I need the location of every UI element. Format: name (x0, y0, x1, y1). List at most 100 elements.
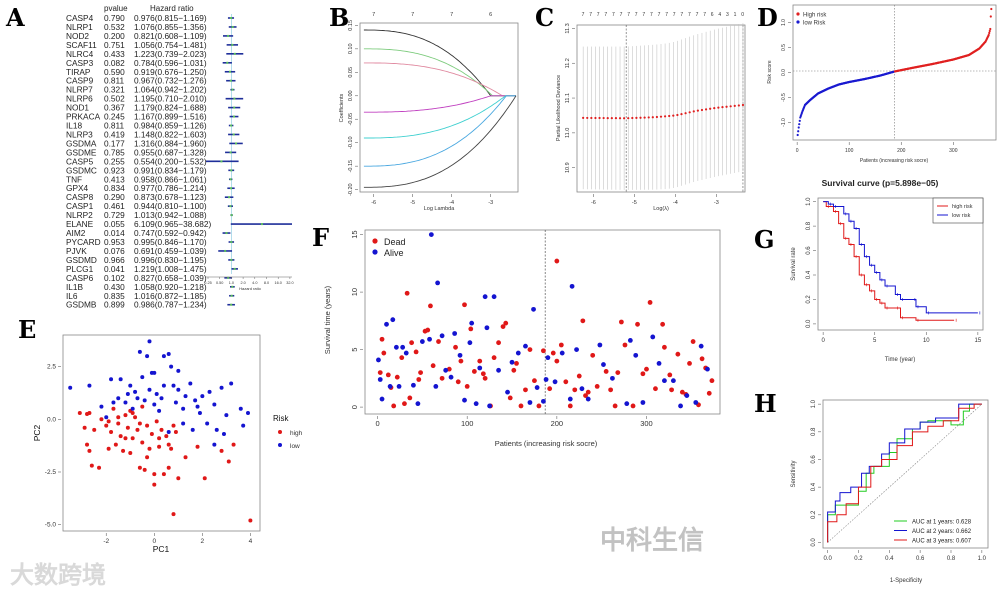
hazard-ratio-text: 1.058(0.920−1.218) (134, 282, 207, 292)
top-axis-label: 7 (627, 12, 630, 18)
pca-point (116, 396, 121, 401)
top-axis-label: 7 (703, 12, 706, 18)
p-value: 0.177 (104, 138, 125, 148)
p-value: 0.102 (104, 273, 125, 283)
x-tick-label: 2 (201, 538, 205, 545)
gene-name: CASP4 (66, 13, 94, 23)
pca-point (152, 472, 157, 477)
x-tick-label: -5 (410, 200, 415, 206)
x-tick-label: 1.0 (978, 556, 987, 562)
pca-point (125, 425, 130, 430)
pca-point (104, 423, 109, 428)
legend-marker (372, 249, 378, 255)
hazard-ratio-text: 0.995(0.846−1.170) (134, 237, 207, 247)
survival-point (453, 344, 458, 350)
x-tick-label: 4 (249, 538, 253, 545)
pca-point (161, 383, 166, 388)
p-value: 0.321 (104, 85, 125, 95)
survival-point (400, 344, 406, 350)
survival-point (377, 377, 383, 382)
gene-name: GSDMA (66, 138, 97, 148)
risk-point (798, 119, 801, 122)
survival-point (439, 333, 445, 339)
survival-point (523, 343, 528, 349)
pca-point (157, 444, 162, 449)
deviance-point (717, 106, 720, 109)
survival-point (462, 397, 467, 403)
p-value: 0.590 (104, 67, 125, 77)
x-tick-label: 0 (375, 419, 379, 428)
survival-point (612, 403, 618, 409)
pca-point (202, 476, 207, 481)
deviance-point (610, 117, 613, 120)
survival-point (514, 361, 519, 366)
plot-frame (359, 22, 519, 193)
y-tick-label: 0.6 (806, 246, 812, 255)
survival-point (428, 303, 433, 309)
p-value: 0.433 (104, 49, 125, 59)
pca-point (128, 383, 133, 388)
top-axis-label: 7 (589, 12, 592, 18)
pca-point (68, 385, 73, 390)
survival-point (385, 372, 391, 378)
coefficient-path (363, 95, 516, 139)
survival-point (435, 280, 441, 286)
pca-point (87, 383, 92, 388)
survival-point (690, 339, 696, 344)
deviance-point (737, 104, 740, 107)
survival-point (409, 340, 415, 346)
p-value: 0.076 (104, 246, 125, 256)
deviance-point (647, 116, 650, 119)
survival-point (376, 357, 381, 363)
p-value: 0.923 (104, 165, 125, 175)
deviance-point (623, 117, 626, 120)
survival-point (428, 232, 434, 238)
p-value: 0.751 (104, 40, 125, 50)
survival-point (576, 373, 582, 379)
gene-name: NLRC4 (66, 49, 94, 59)
survival-point (669, 387, 674, 393)
x-tick-label: 32.0 (286, 281, 293, 285)
survival-point (627, 338, 633, 343)
survival-point (500, 324, 506, 329)
legend-label: high risk (952, 204, 973, 210)
hr-point (260, 223, 263, 226)
y-axis-label: PC2 (32, 424, 42, 441)
pca-point (166, 429, 171, 434)
survival-point (433, 384, 439, 389)
y-tick-label: 0.6 (811, 455, 817, 464)
legend-box (932, 197, 984, 224)
survival-point (394, 374, 400, 380)
survival-point (709, 378, 715, 384)
gene-name: IL18 (66, 121, 83, 131)
pca-point (118, 434, 123, 439)
gene-name: NOD1 (66, 103, 89, 113)
hazard-ratio-text: 1.223(0.739−2.023) (134, 49, 207, 59)
hazard-ratio-text: 0.554(0.200−1.532) (134, 156, 207, 166)
hazard-ratio-text: 0.984(0.859−1.126) (134, 121, 207, 131)
top-axis-label: 7 (411, 12, 414, 18)
survival-point (427, 336, 432, 342)
survival-point (468, 326, 474, 332)
hazard-ratio-text: 0.991(0.834−1.179) (134, 165, 207, 175)
hazard-ratio-text: 1.179(0.824−1.688) (134, 103, 207, 113)
gene-name: PYCARD (66, 237, 101, 247)
top-axis-label: 7 (620, 12, 623, 18)
pca-point (147, 339, 152, 344)
pca-point (166, 351, 171, 356)
deviance-point (663, 115, 667, 118)
top-axis-label: 7 (582, 12, 585, 18)
deviance-point (700, 108, 704, 112)
pca-point (125, 392, 130, 397)
top-axis-label: 7 (680, 12, 683, 18)
pca-point (154, 392, 159, 397)
survival-point (413, 349, 419, 355)
panel-label-c: C (535, 3, 555, 32)
hazard-ratio-text: 0.747(0.592−0.942) (134, 228, 207, 238)
deviance-point (704, 108, 708, 111)
survival-point (387, 384, 393, 389)
survival-point (569, 283, 575, 289)
pca-point (161, 472, 166, 477)
survival-point (518, 403, 524, 409)
y-tick-label: 1.0 (811, 399, 817, 408)
